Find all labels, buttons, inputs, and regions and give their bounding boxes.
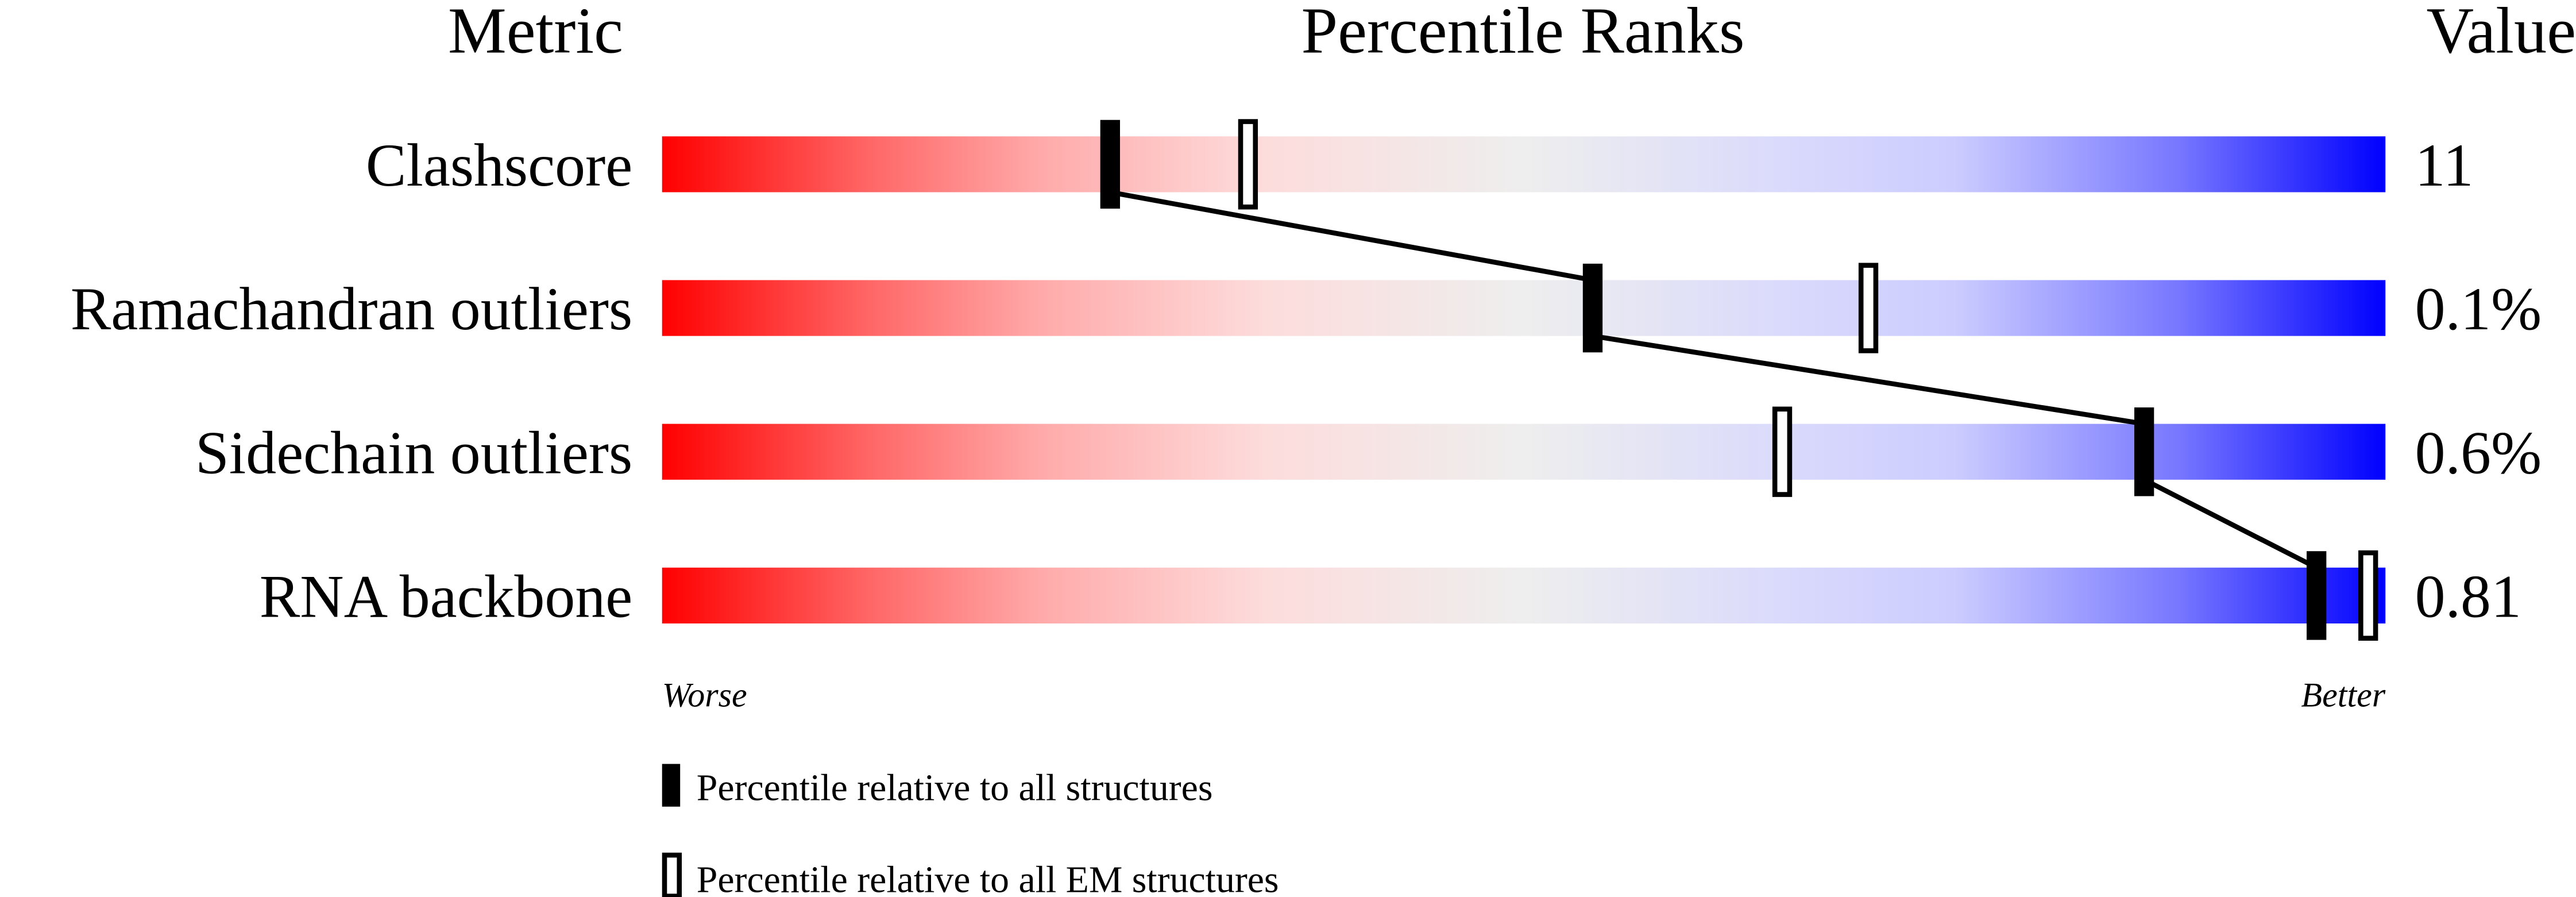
legend-label-all: Percentile relative to all structures <box>697 767 1213 809</box>
metric-value: 11 <box>2415 132 2474 199</box>
percentile-bar <box>662 424 2386 480</box>
all-percentile-marker <box>2307 551 2327 640</box>
legend-open-marker-icon <box>662 852 682 897</box>
all-percentile-marker <box>2134 407 2154 496</box>
worse-label: Worse <box>662 675 747 714</box>
header-percentile-ranks: Percentile Ranks <box>1301 0 1745 67</box>
connector-line <box>1592 333 2145 426</box>
all-percentile-marker <box>1582 263 1603 353</box>
em-percentile-marker <box>2358 550 2378 641</box>
legend-filled-marker-icon <box>662 764 681 807</box>
all-percentile-marker <box>1100 120 1121 209</box>
percentile-bar <box>662 567 2386 623</box>
legend-label-em: Percentile relative to all EM structures <box>697 858 1279 897</box>
em-percentile-marker <box>1772 406 1793 497</box>
header-value: Value <box>2427 0 2576 67</box>
metric-label: RNA backbone <box>260 563 633 630</box>
connector-line <box>1110 190 1593 283</box>
percentile-bar <box>662 280 2386 336</box>
em-percentile-marker <box>1238 119 1258 210</box>
connector-line <box>2143 478 2318 570</box>
metric-label: Sidechain outliers <box>195 419 632 486</box>
better-label: Better <box>2301 675 2385 714</box>
metric-label: Clashscore <box>366 132 632 199</box>
metric-value: 0.81 <box>2415 563 2521 630</box>
percentile-bar <box>662 136 2386 193</box>
metric-value: 0.1% <box>2415 275 2542 342</box>
header-metric: Metric <box>448 0 623 67</box>
em-percentile-marker <box>1858 263 1879 353</box>
metric-label: Ramachandran outliers <box>71 275 632 342</box>
metric-value: 0.6% <box>2415 419 2542 486</box>
